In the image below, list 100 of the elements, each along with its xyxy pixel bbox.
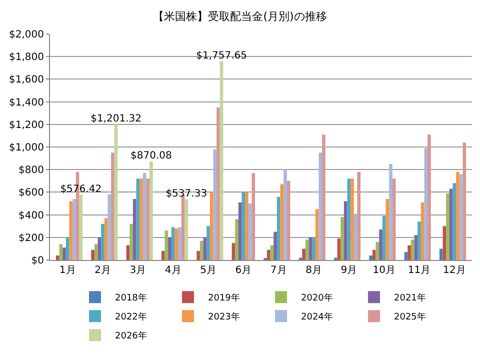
x-tick-label: 12月	[443, 265, 466, 276]
bar	[136, 178, 140, 260]
bar	[266, 250, 270, 260]
bar	[459, 174, 463, 260]
x-tick-label: 6月	[235, 265, 252, 276]
legend-label: 2022年	[115, 312, 147, 323]
bar	[213, 149, 217, 260]
bar	[276, 196, 280, 260]
bar	[56, 255, 60, 260]
data-label: $537.33	[166, 188, 208, 200]
bar	[410, 240, 414, 260]
bar	[449, 188, 453, 260]
bar	[94, 244, 98, 260]
bar	[245, 192, 248, 260]
bar	[418, 222, 421, 260]
bar	[315, 209, 319, 260]
bar	[101, 224, 104, 260]
legend-label: 2023年	[208, 312, 240, 323]
bar	[66, 237, 70, 260]
x-tick-label: 11月	[408, 265, 431, 276]
bar	[392, 178, 396, 260]
bar	[132, 198, 136, 260]
bar	[337, 238, 341, 260]
bar	[347, 178, 351, 260]
x-tick-label: 5月	[200, 265, 216, 276]
legend-label: 2024年	[301, 312, 333, 323]
bar	[446, 193, 450, 260]
x-tick-label: 7月	[270, 265, 287, 276]
bar	[238, 202, 242, 260]
bar	[164, 230, 168, 260]
bar	[59, 244, 63, 260]
bar	[462, 142, 466, 260]
bar	[91, 250, 94, 260]
bar	[382, 216, 386, 260]
bar	[340, 217, 344, 260]
y-tick-label: $800	[18, 165, 44, 176]
data-label: $1,757.65	[196, 50, 247, 62]
bar	[404, 252, 408, 260]
bar	[386, 198, 390, 260]
bar	[242, 192, 246, 260]
bar	[322, 134, 326, 260]
bar	[111, 152, 114, 260]
y-tick-label: $1,200	[9, 120, 44, 131]
bar	[274, 232, 277, 260]
bar	[98, 237, 102, 260]
bar	[161, 250, 165, 260]
bar	[344, 201, 348, 260]
bar	[69, 201, 73, 260]
bar	[305, 240, 309, 260]
y-tick-label: $0	[31, 256, 44, 266]
y-tick-label: $200	[18, 232, 44, 244]
x-tick-label: 3月	[130, 265, 146, 276]
bar	[439, 248, 443, 260]
x-tick-label: 10月	[372, 265, 396, 276]
bar	[203, 237, 207, 260]
bar	[284, 170, 287, 260]
bar	[200, 240, 204, 260]
bar	[210, 192, 214, 260]
x-tick-label: 4月	[164, 265, 182, 276]
bar	[357, 172, 361, 260]
x-tick-label: 9月	[340, 265, 358, 276]
bar	[108, 194, 112, 260]
legend-label: 2026年	[115, 330, 147, 342]
legend-label: 2021年	[394, 292, 426, 304]
bar	[196, 250, 200, 260]
bar	[232, 243, 236, 260]
bar	[174, 228, 178, 260]
x-tick-label: 8月	[306, 265, 322, 276]
bar	[428, 134, 431, 260]
bar	[235, 219, 238, 260]
bar	[168, 237, 172, 260]
bar	[389, 164, 392, 260]
bar	[286, 180, 290, 260]
bar	[420, 202, 424, 260]
bar	[312, 237, 316, 260]
chart-title: 【米国株】受取配当金(月別)の推移	[153, 10, 327, 24]
bar	[372, 250, 376, 260]
bar	[178, 227, 182, 260]
bar	[206, 226, 210, 260]
bar	[130, 224, 133, 260]
y-tick-label: $1,000	[9, 142, 44, 154]
bar	[79, 194, 83, 260]
bar	[408, 245, 411, 260]
data-label: $870.08	[130, 150, 172, 162]
legend-label: 2018年	[115, 292, 147, 304]
bar	[62, 248, 66, 260]
bar	[171, 227, 175, 260]
bar	[114, 124, 118, 260]
y-tick-label: $1,600	[9, 74, 44, 86]
y-tick-label: $1,400	[9, 97, 44, 108]
data-label: $576.42	[60, 184, 102, 195]
y-tick-label: $2,000	[9, 30, 44, 40]
bar	[442, 226, 446, 260]
x-tick-label: 1月	[59, 265, 76, 276]
bar	[354, 214, 358, 260]
bar	[369, 255, 372, 260]
bar	[150, 162, 153, 260]
legend-label: 2025年	[394, 312, 426, 323]
bar	[72, 198, 76, 260]
bar	[104, 218, 108, 260]
